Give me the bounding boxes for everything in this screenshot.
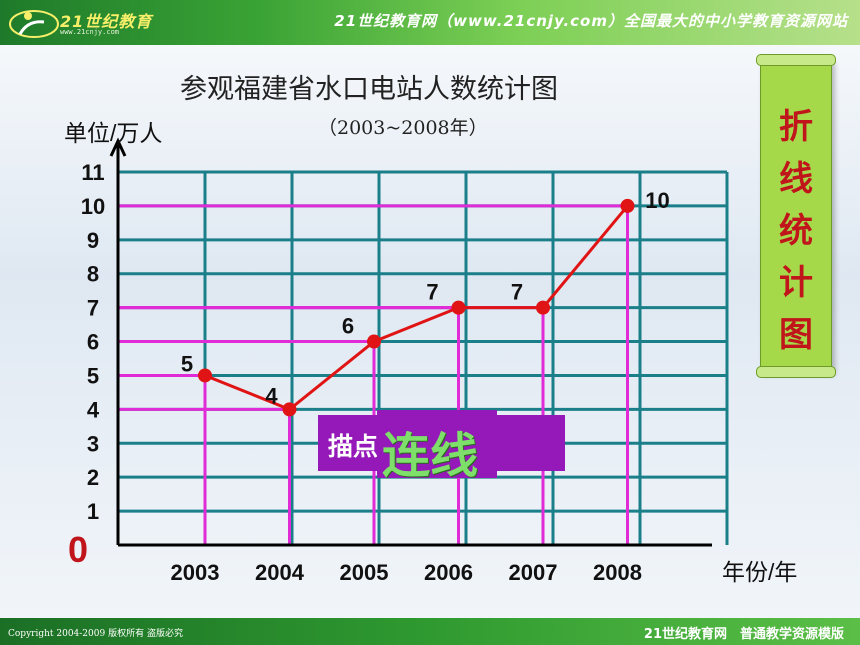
y-tick-label: 5 (87, 363, 99, 388)
chart-type-char: 线 (779, 159, 813, 199)
x-tick-label: 2004 (255, 560, 305, 585)
chart-type-label: 折 线 统 计 图 (761, 101, 831, 361)
logo-icon (9, 10, 59, 38)
chart-title: 参观福建省水口电站人数统计图 (180, 74, 558, 105)
data-point (451, 300, 466, 315)
data-label: 10 (645, 188, 669, 213)
y-tick-label: 7 (87, 296, 99, 321)
data-label: 7 (511, 280, 523, 305)
footer-banner: Copyright 2004-2009 版权所有 盗版必究 21世纪教育网 普通… (0, 618, 860, 645)
y-tick-label: 0 (68, 529, 88, 570)
logo-url: www.21cnjy.com (60, 28, 120, 36)
logo-text: 21世纪教育 (60, 12, 153, 31)
data-point (620, 198, 635, 213)
y-tick-label: 4 (87, 397, 100, 422)
data-series-line (204, 204, 629, 412)
data-label: 4 (265, 383, 278, 408)
chart-type-char: 统 (779, 211, 813, 251)
data-label: 7 (426, 280, 438, 305)
scroll-bottom-roll (756, 366, 836, 378)
data-point (536, 300, 550, 315)
connect-line-text: 连线 (382, 428, 479, 484)
y-axis-arrow (109, 137, 127, 157)
chart-type-scroll: 折 线 统 计 图 (756, 54, 836, 378)
y-tick-label: 3 (87, 431, 99, 456)
data-point (198, 368, 212, 383)
data-label: 6 (342, 314, 354, 339)
x-tick-label: 2008 (593, 560, 642, 585)
x-axis-label: 年份/年 (722, 559, 797, 585)
header-banner: 21世纪教育 www.21cnjy.com 21世纪教育网（www.21cnjy… (0, 0, 860, 45)
y-tick-label: 8 (87, 262, 99, 287)
x-tick-label: 2007 (509, 560, 558, 585)
y-axis-label: 单位/万人 (64, 120, 162, 146)
chart-subtitle: （2003~2008年） (318, 117, 488, 139)
y-tick-label: 11 (81, 160, 104, 185)
y-tick-label: 10 (81, 194, 105, 219)
scroll-top-roll (756, 54, 836, 66)
connect-line-label: 连线 (377, 410, 497, 484)
data-point (282, 402, 297, 417)
x-tick-label: 2003 (171, 560, 220, 585)
footer-site-name: 21世纪教育网 普通教学资源模版 (643, 627, 844, 642)
chart-type-char: 图 (779, 315, 813, 355)
data-label: 5 (181, 351, 193, 376)
y-tick-label: 2 (87, 465, 99, 490)
footer-copyright: Copyright 2004-2009 版权所有 盗版必究 (8, 629, 183, 639)
y-tick-label: 9 (87, 228, 99, 253)
x-tick-label: 2005 (340, 560, 389, 585)
x-tick-label: 2006 (424, 560, 473, 585)
y-tick-label: 6 (87, 330, 99, 355)
header-slogan: 21世纪教育网（www.21cnjy.com）全国最大的中小学教育资源网站 (334, 12, 848, 30)
y-tick-label: 1 (87, 499, 99, 524)
chart-type-char: 折 (779, 107, 813, 147)
content-background (0, 45, 860, 618)
chart-type-char: 计 (779, 263, 813, 303)
data-point (367, 334, 381, 349)
